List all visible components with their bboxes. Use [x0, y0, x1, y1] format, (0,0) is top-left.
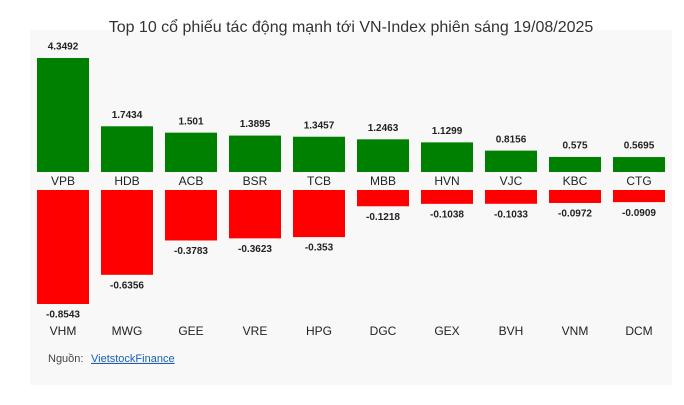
category-label: VPB: [51, 174, 75, 188]
bar: [421, 142, 473, 172]
value-label: 1.7434: [112, 110, 143, 121]
category-label: MWG: [112, 324, 143, 338]
category-label: HPG: [306, 324, 332, 338]
bar: [165, 190, 217, 241]
category-label: HVN: [434, 174, 459, 188]
value-label: -0.353: [305, 243, 334, 254]
category-label: VJC: [500, 174, 523, 188]
bar: [613, 157, 665, 172]
value-label: -0.1218: [366, 212, 400, 223]
bar: [165, 132, 217, 172]
category-label: MBB: [370, 174, 396, 188]
value-label: 1.2463: [368, 123, 399, 134]
bar: [421, 190, 473, 204]
bar: [37, 190, 89, 304]
source-label: Nguồn:: [48, 353, 83, 365]
category-label: VRE: [243, 324, 268, 338]
value-label: 0.8156: [496, 134, 527, 145]
value-label: 1.501: [178, 116, 203, 127]
source-link[interactable]: VietstockFinance: [91, 353, 175, 365]
value-label: 0.5695: [624, 141, 655, 152]
bar: [229, 190, 281, 239]
value-label: 1.3895: [240, 119, 271, 130]
value-label: -0.6356: [110, 280, 144, 291]
category-label: BVH: [499, 324, 524, 338]
bar: [613, 190, 665, 203]
value-label: -0.8543: [46, 310, 80, 321]
category-label: TCB: [307, 174, 331, 188]
value-label: -0.0972: [558, 209, 592, 220]
bar: [293, 190, 345, 238]
bar: [357, 190, 409, 207]
category-label: VNM: [562, 324, 589, 338]
category-label: VHM: [50, 324, 77, 338]
bar: [485, 150, 537, 172]
category-label: ACB: [179, 174, 204, 188]
category-label: HDB: [114, 174, 139, 188]
category-label: DCM: [625, 324, 652, 338]
bar: [37, 58, 89, 172]
value-label: 0.575: [562, 141, 587, 152]
value-label: -0.0909: [622, 208, 656, 219]
bar: [293, 136, 345, 172]
bar: [485, 190, 537, 204]
bar: [549, 190, 601, 203]
value-label: -0.1038: [430, 209, 464, 220]
value-label: -0.1033: [494, 209, 528, 220]
category-label: BSR: [243, 174, 268, 188]
category-label: DGC: [370, 324, 397, 338]
bar: [357, 139, 409, 172]
value-label: 1.1299: [432, 126, 463, 137]
value-label: 1.3457: [304, 120, 335, 131]
bar: [229, 135, 281, 172]
bar: [549, 156, 601, 172]
value-label: -0.3623: [238, 244, 272, 255]
bar: [101, 126, 153, 172]
category-label: CTG: [626, 174, 651, 188]
value-label: 4.3492: [48, 42, 79, 53]
value-label: -0.3783: [174, 246, 208, 257]
category-label: GEE: [178, 324, 203, 338]
category-label: GEX: [434, 324, 459, 338]
category-label: KBC: [563, 174, 588, 188]
bar: [101, 190, 153, 275]
chart-title: Top 10 cổ phiếu tác động mạnh tới VN-Ind…: [109, 18, 594, 36]
